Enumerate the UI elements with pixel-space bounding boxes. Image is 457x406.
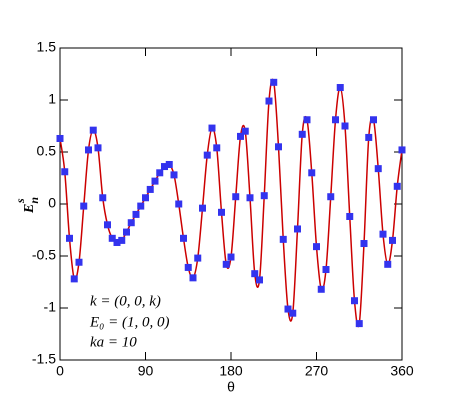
marker [279, 235, 287, 243]
x-tick-label: 0 [56, 363, 64, 379]
marker [360, 240, 368, 248]
annotation: k = (0, 0, k) [90, 293, 161, 309]
marker [66, 234, 73, 242]
marker [203, 151, 211, 159]
marker [346, 212, 354, 220]
marker [146, 185, 154, 193]
y-tick-label: 0.5 [37, 143, 57, 159]
marker [208, 124, 216, 132]
marker [70, 275, 78, 283]
marker [104, 221, 111, 229]
marker [303, 116, 311, 124]
marker [241, 127, 249, 135]
marker [108, 234, 116, 242]
marker [317, 285, 325, 293]
curve [59, 78, 403, 328]
marker [355, 320, 363, 328]
y-tick-label: 0 [48, 195, 56, 211]
marker [156, 169, 164, 177]
marker [298, 130, 306, 138]
marker [308, 169, 316, 177]
y-label-sub: n [27, 197, 41, 204]
marker [80, 202, 88, 210]
marker [99, 194, 107, 202]
y-tick-label: -0.5 [32, 247, 56, 263]
marker [56, 134, 64, 142]
marker [294, 225, 301, 233]
marker [189, 274, 197, 282]
y-tick-label: -1.5 [32, 351, 56, 367]
marker [113, 238, 121, 246]
marker [313, 243, 320, 251]
x-tick-label: 180 [219, 363, 243, 379]
marker [384, 260, 392, 268]
marker [270, 78, 278, 86]
marker [151, 177, 159, 185]
y-tick-label: 1.5 [37, 39, 57, 55]
marker [251, 270, 259, 278]
x-axis-label: θ [227, 379, 235, 395]
marker [170, 171, 178, 179]
marker [365, 133, 373, 141]
x-tick-label: 360 [390, 363, 414, 379]
y-axis-label: Ens [13, 197, 41, 214]
marker [289, 309, 297, 317]
marker [61, 168, 69, 176]
marker [137, 202, 145, 210]
marker [213, 144, 221, 152]
y-label-sup: s [13, 198, 27, 204]
marker [142, 194, 149, 202]
marker [265, 97, 273, 105]
marker [132, 210, 140, 218]
marker [232, 193, 240, 201]
marker [379, 230, 387, 238]
marker [184, 263, 192, 271]
marker [161, 163, 168, 171]
marker [389, 236, 396, 244]
marker [246, 194, 254, 202]
marker [75, 258, 83, 266]
marker [222, 260, 230, 268]
marker [260, 192, 268, 200]
marker [341, 122, 349, 130]
marker [123, 228, 130, 236]
marker [89, 126, 97, 134]
marker [284, 305, 292, 313]
marker [118, 236, 126, 244]
marker [336, 84, 344, 92]
marker [256, 276, 263, 284]
marker [165, 160, 173, 168]
y-label-base: E [22, 204, 37, 214]
marker [327, 193, 335, 201]
plot-frame [59, 47, 403, 361]
y-tick-label: 1 [48, 91, 56, 107]
marker [393, 182, 401, 190]
marker [322, 266, 330, 274]
marker [127, 219, 135, 227]
marker [218, 208, 225, 216]
annotation: ka = 10 [90, 334, 137, 350]
marker [227, 253, 235, 261]
x-tick-label: 90 [138, 363, 154, 379]
marker [374, 165, 382, 173]
marker [237, 132, 244, 140]
marker [370, 116, 377, 124]
marker [275, 143, 282, 151]
marker [85, 146, 92, 154]
marker [398, 146, 406, 154]
marker [194, 254, 202, 262]
annotation: E₀ = (1, 0, 0) [89, 314, 170, 330]
marker [94, 144, 102, 152]
marker [199, 204, 206, 212]
marker [332, 116, 339, 124]
x-tick-label: 270 [305, 363, 329, 379]
marker [351, 297, 358, 305]
marker [175, 200, 183, 208]
marker [180, 234, 187, 242]
y-tick-label: -1 [44, 299, 57, 315]
